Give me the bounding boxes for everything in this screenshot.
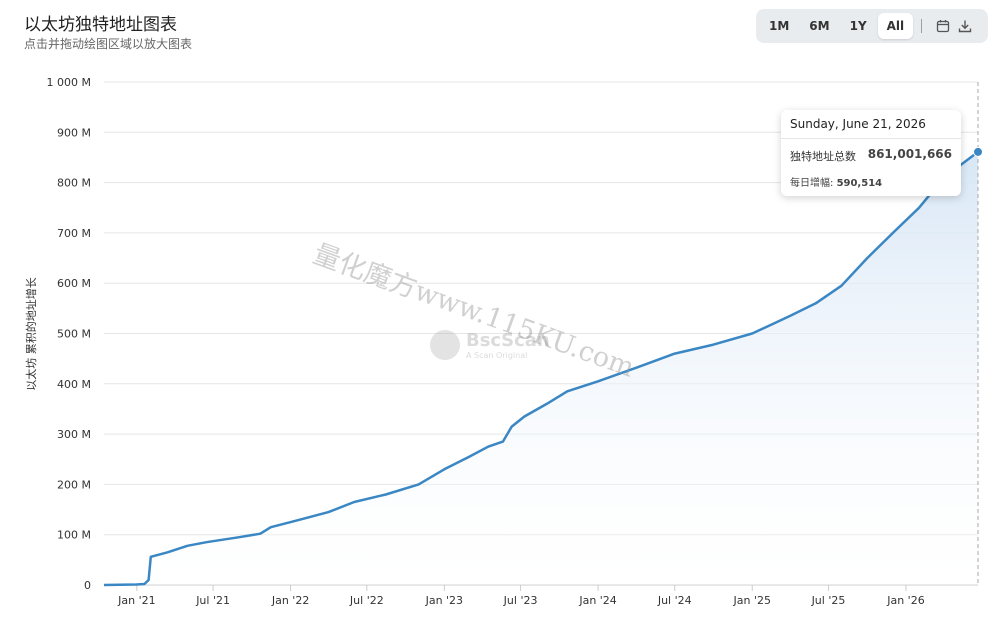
y-tick-label: 300 M bbox=[57, 428, 91, 441]
y-tick-label: 600 M bbox=[57, 277, 91, 290]
series-line bbox=[103, 150, 979, 587]
range-selector: 1M 6M 1Y All bbox=[756, 9, 988, 43]
y-tick-label: 1 000 M bbox=[47, 76, 91, 89]
y-tick-label: 400 M bbox=[57, 378, 91, 391]
tooltip: Sunday, June 21, 2026 独特地址总数 861,001,666… bbox=[781, 110, 961, 196]
bscscan-logo-icon bbox=[430, 330, 460, 360]
page-subtitle: 点击并拖动绘图区域以放大图表 bbox=[24, 37, 193, 51]
y-tick-label: 900 M bbox=[57, 126, 91, 139]
x-tick-label: Jul '24 bbox=[657, 594, 692, 607]
y-tick-label: 800 M bbox=[57, 177, 91, 190]
tooltip-daily: 每日增幅: 590,514 bbox=[790, 174, 882, 189]
y-axis-title: 以太坊 累积的地址增长 bbox=[24, 277, 38, 391]
hover-point bbox=[973, 146, 983, 157]
x-tick-label: Jan '21 bbox=[117, 594, 155, 607]
tooltip-value: 861,001,666 bbox=[867, 147, 952, 161]
y-tick-label: 200 M bbox=[57, 478, 91, 491]
y-tick-label: 100 M bbox=[57, 529, 91, 542]
x-tick-label: Jan '26 bbox=[886, 594, 924, 607]
y-tick-label: 500 M bbox=[57, 328, 91, 341]
tooltip-daily-value: 590,514 bbox=[836, 178, 883, 189]
x-tick-label: Jul '25 bbox=[811, 594, 846, 607]
x-tick-label: Jan '23 bbox=[425, 594, 463, 607]
watermark: BscScan A Scan Original bbox=[430, 330, 550, 360]
x-tick-label: Jul '21 bbox=[195, 594, 230, 607]
download-icon[interactable] bbox=[954, 15, 976, 37]
x-tick-label: Jan '25 bbox=[732, 594, 770, 607]
tooltip-series-label: 独特地址总数 bbox=[790, 150, 856, 163]
tooltip-divider bbox=[781, 138, 961, 139]
range-button-all[interactable]: All bbox=[877, 13, 914, 39]
x-tick-label: Jan '22 bbox=[271, 594, 309, 607]
range-button-6m[interactable]: 6M bbox=[809, 19, 830, 33]
series-area bbox=[104, 151, 978, 585]
watermark-sub: A Scan Original bbox=[466, 351, 528, 360]
watermark-brand: BscScan bbox=[466, 330, 550, 351]
range-button-1y[interactable]: 1Y bbox=[849, 19, 867, 33]
x-tick-label: Jan '24 bbox=[578, 594, 616, 607]
tooltip-daily-label: 每日增幅: bbox=[790, 178, 834, 189]
tooltip-date: Sunday, June 21, 2026 bbox=[790, 117, 926, 131]
calendar-icon[interactable] bbox=[932, 15, 954, 37]
page-title: 以太坊独特地址图表 bbox=[24, 15, 177, 35]
y-tick-label: 0 bbox=[84, 579, 91, 592]
x-tick-label: Jul '22 bbox=[349, 594, 384, 607]
range-separator bbox=[921, 19, 923, 33]
range-button-1m[interactable]: 1M bbox=[769, 19, 790, 33]
x-tick-label: Jul '23 bbox=[503, 594, 538, 607]
y-tick-label: 700 M bbox=[57, 227, 91, 240]
